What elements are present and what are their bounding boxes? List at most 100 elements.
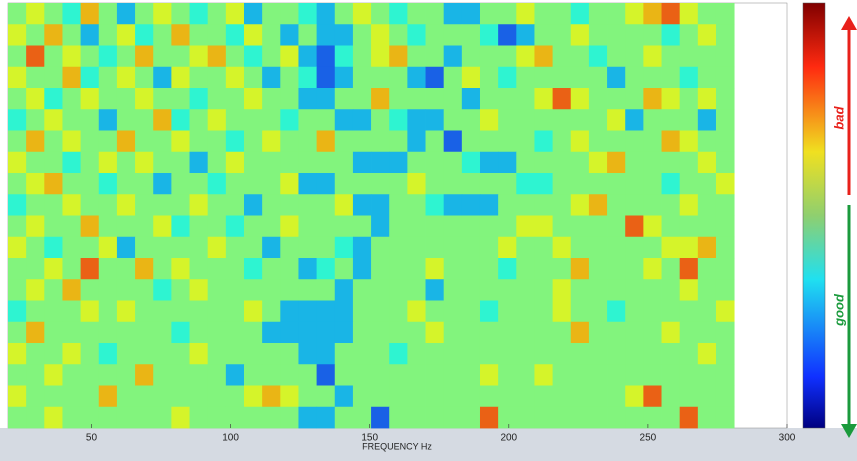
heatmap-cell xyxy=(371,258,390,280)
heatmap-cell xyxy=(226,322,245,344)
heatmap-cell xyxy=(571,407,590,429)
heatmap-cell xyxy=(516,343,535,365)
heatmap-cell xyxy=(26,109,45,131)
heatmap-cell xyxy=(407,109,426,131)
heatmap-cell xyxy=(498,3,517,25)
heatmap-cell xyxy=(698,131,717,153)
heatmap-cell xyxy=(262,131,281,153)
heatmap-cell xyxy=(244,109,263,131)
heatmap-cell xyxy=(353,67,372,89)
heatmap-cell xyxy=(571,88,590,110)
heatmap-cell xyxy=(99,279,118,301)
heatmap-cell xyxy=(553,46,572,68)
heatmap-cell xyxy=(462,386,481,408)
heatmap-cell xyxy=(498,386,517,408)
heatmap-cell xyxy=(407,194,426,216)
heatmap-cell xyxy=(680,301,699,323)
heatmap-cell xyxy=(389,46,408,68)
heatmap-cell xyxy=(680,237,699,259)
heatmap-cell xyxy=(99,258,118,280)
heatmap-cell xyxy=(480,194,499,216)
heatmap-cell xyxy=(62,109,81,131)
heatmap-cell xyxy=(244,24,263,46)
heatmap-cell xyxy=(662,88,681,110)
heatmap-cell xyxy=(426,322,445,344)
heatmap-cell xyxy=(444,131,463,153)
heatmap-cell xyxy=(480,386,499,408)
heatmap-cell xyxy=(353,109,372,131)
heatmap-cell xyxy=(371,24,390,46)
heatmap-cell xyxy=(226,364,245,386)
heatmap-cell xyxy=(353,364,372,386)
heatmap-cell xyxy=(462,216,481,238)
heatmap-cell xyxy=(208,88,227,110)
heatmap-cell xyxy=(171,173,190,195)
heatmap-cell xyxy=(698,258,717,280)
heatmap-cell xyxy=(480,237,499,259)
heatmap-cell xyxy=(226,173,245,195)
heatmap-cell xyxy=(462,3,481,25)
heatmap-cell xyxy=(44,237,63,259)
heatmap-cell xyxy=(99,301,118,323)
heatmap-cell xyxy=(190,24,209,46)
heatmap-cell xyxy=(262,279,281,301)
heatmap-cell xyxy=(534,88,553,110)
heatmap-cell xyxy=(407,152,426,174)
heatmap-cell xyxy=(190,3,209,25)
heatmap-cell xyxy=(44,407,63,429)
heatmap-cell xyxy=(680,279,699,301)
heatmap-cell xyxy=(171,407,190,429)
x-tick-label: 300 xyxy=(779,433,796,444)
heatmap-cell xyxy=(607,258,626,280)
heatmap-cell xyxy=(190,237,209,259)
heatmap-cell xyxy=(625,194,644,216)
heatmap-cell xyxy=(171,152,190,174)
heatmap-cell xyxy=(371,46,390,68)
heatmap-cell xyxy=(553,194,572,216)
heatmap-cell xyxy=(607,131,626,153)
heatmap-cell xyxy=(444,152,463,174)
heatmap-cell xyxy=(117,258,136,280)
heatmap-cell xyxy=(716,3,735,25)
heatmap-cell xyxy=(444,343,463,365)
heatmap-cell xyxy=(317,386,336,408)
heatmap-cell xyxy=(589,322,608,344)
heatmap-cell xyxy=(698,407,717,429)
heatmap-cell xyxy=(44,301,63,323)
heatmap-cell xyxy=(498,364,517,386)
heatmap-cell xyxy=(153,301,172,323)
heatmap-cell xyxy=(534,24,553,46)
heatmap-cell xyxy=(190,343,209,365)
heatmap-cell xyxy=(426,46,445,68)
heatmap-cell xyxy=(226,152,245,174)
heatmap-cell xyxy=(244,279,263,301)
heatmap-cell xyxy=(426,194,445,216)
heatmap-cell xyxy=(153,216,172,238)
heatmap-cell xyxy=(571,67,590,89)
heatmap-cell xyxy=(571,322,590,344)
heatmap-cell xyxy=(444,322,463,344)
heatmap-cell xyxy=(26,3,45,25)
heatmap-cell xyxy=(571,194,590,216)
heatmap-cell xyxy=(99,46,118,68)
heatmap-cell xyxy=(280,46,299,68)
heatmap-cell xyxy=(662,386,681,408)
heatmap-cell xyxy=(407,343,426,365)
heatmap-cell xyxy=(607,279,626,301)
heatmap-cell xyxy=(298,237,317,259)
heatmap-cell xyxy=(589,152,608,174)
heatmap-cell xyxy=(208,194,227,216)
heatmap-cell xyxy=(153,386,172,408)
heatmap-cell xyxy=(226,131,245,153)
heatmap-cell xyxy=(226,216,245,238)
heatmap-cell xyxy=(317,343,336,365)
heatmap-cell xyxy=(426,237,445,259)
heatmap-cell xyxy=(262,237,281,259)
heatmap-cell xyxy=(317,24,336,46)
x-tick-label: 100 xyxy=(222,433,239,444)
heatmap-cell xyxy=(625,109,644,131)
heatmap-cell xyxy=(553,216,572,238)
heatmap-cell xyxy=(607,194,626,216)
heatmap-cell xyxy=(444,3,463,25)
heatmap-cell xyxy=(117,46,136,68)
